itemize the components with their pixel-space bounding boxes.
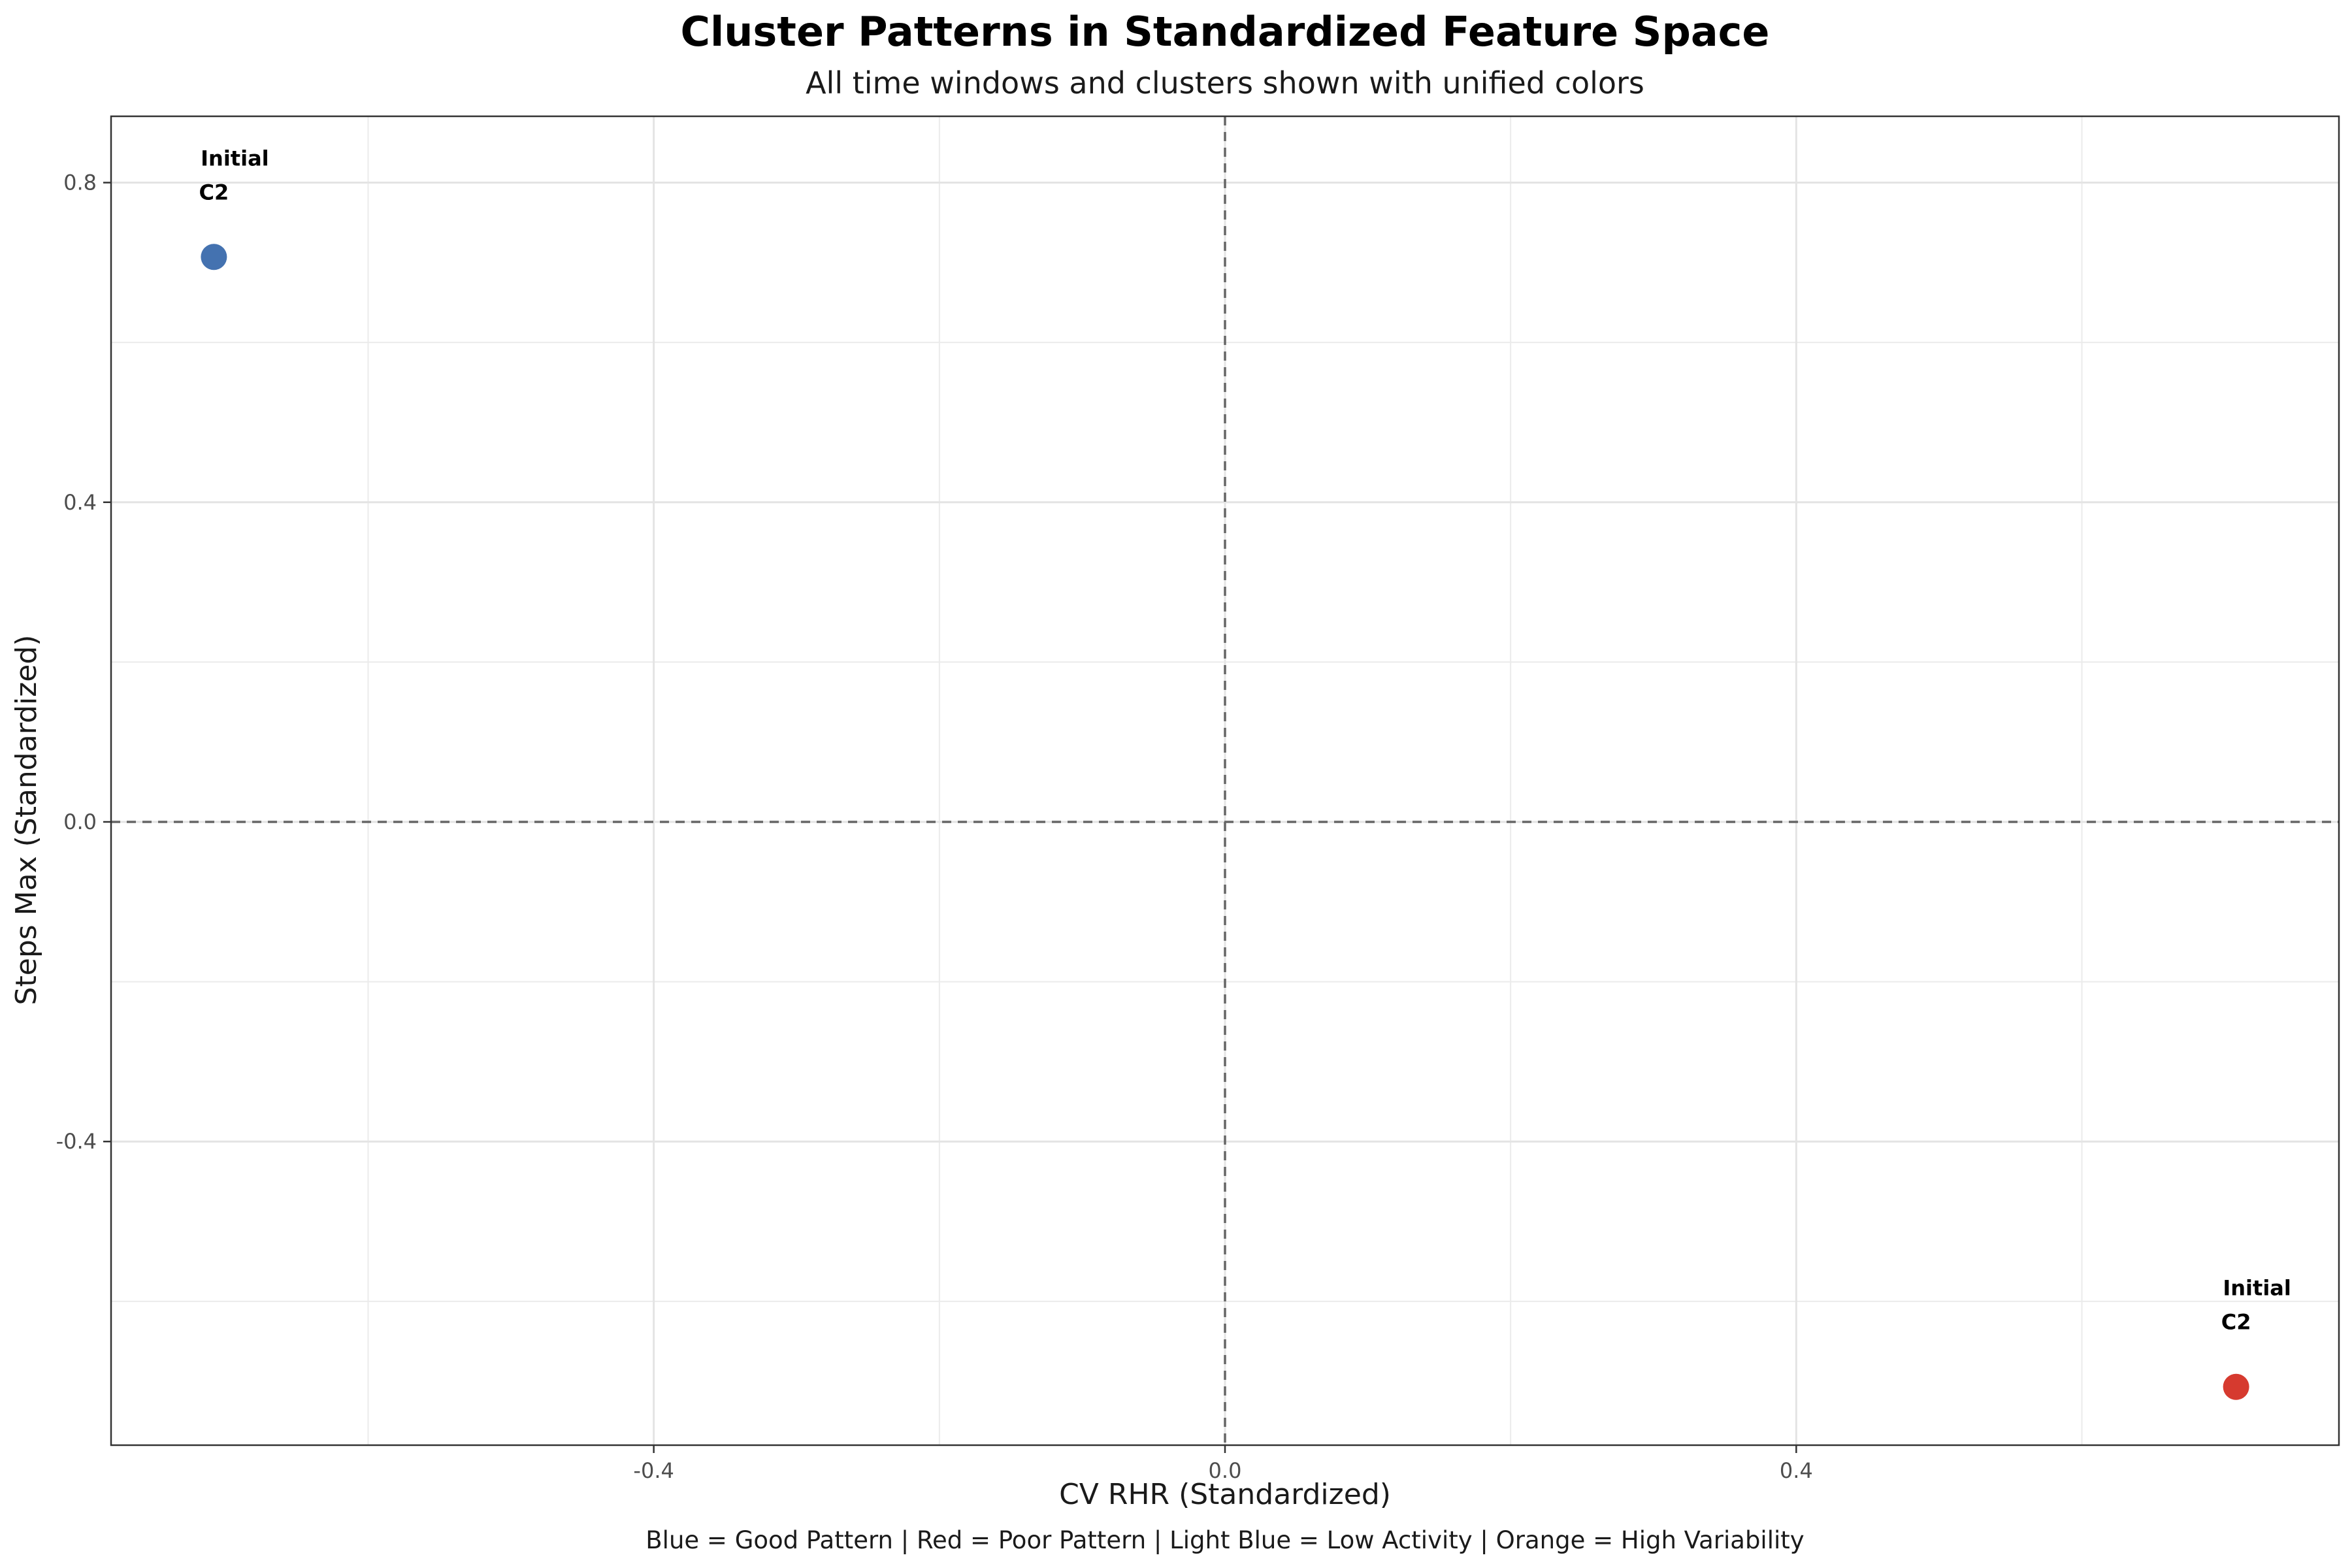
point-window-label: Initial <box>2223 1276 2291 1301</box>
y-tick-label: 0.4 <box>63 490 97 515</box>
data-point <box>201 244 227 270</box>
y-tick-label: 0.8 <box>63 171 97 195</box>
chart-caption: Blue = Good Pattern | Red = Poor Pattern… <box>645 1526 1804 1554</box>
x-tick-label: -0.4 <box>633 1458 674 1483</box>
y-tick-label: 0.0 <box>63 809 97 834</box>
chart-subtitle: All time windows and clusters shown with… <box>806 65 1644 101</box>
x-axis-title: CV RHR (Standardized) <box>1059 1478 1391 1511</box>
y-axis-title: Steps Max (Standardized) <box>10 635 43 1005</box>
chart-title: Cluster Patterns in Standardized Feature… <box>681 8 1770 56</box>
point-cluster-label: C2 <box>2221 1310 2251 1335</box>
point-window-label: Initial <box>201 146 269 171</box>
y-tick-label: -0.4 <box>56 1129 97 1154</box>
x-tick-label: 0.0 <box>1209 1458 1242 1483</box>
point-cluster-label: C2 <box>199 180 229 204</box>
data-point <box>2223 1373 2249 1400</box>
plot-panel: -0.4 0.0 0.4 -0.4 0.0 0.4 0.8 Initial C2 Initial C… <box>56 115 2340 1483</box>
x-tick-label: 0.4 <box>1780 1458 1813 1483</box>
